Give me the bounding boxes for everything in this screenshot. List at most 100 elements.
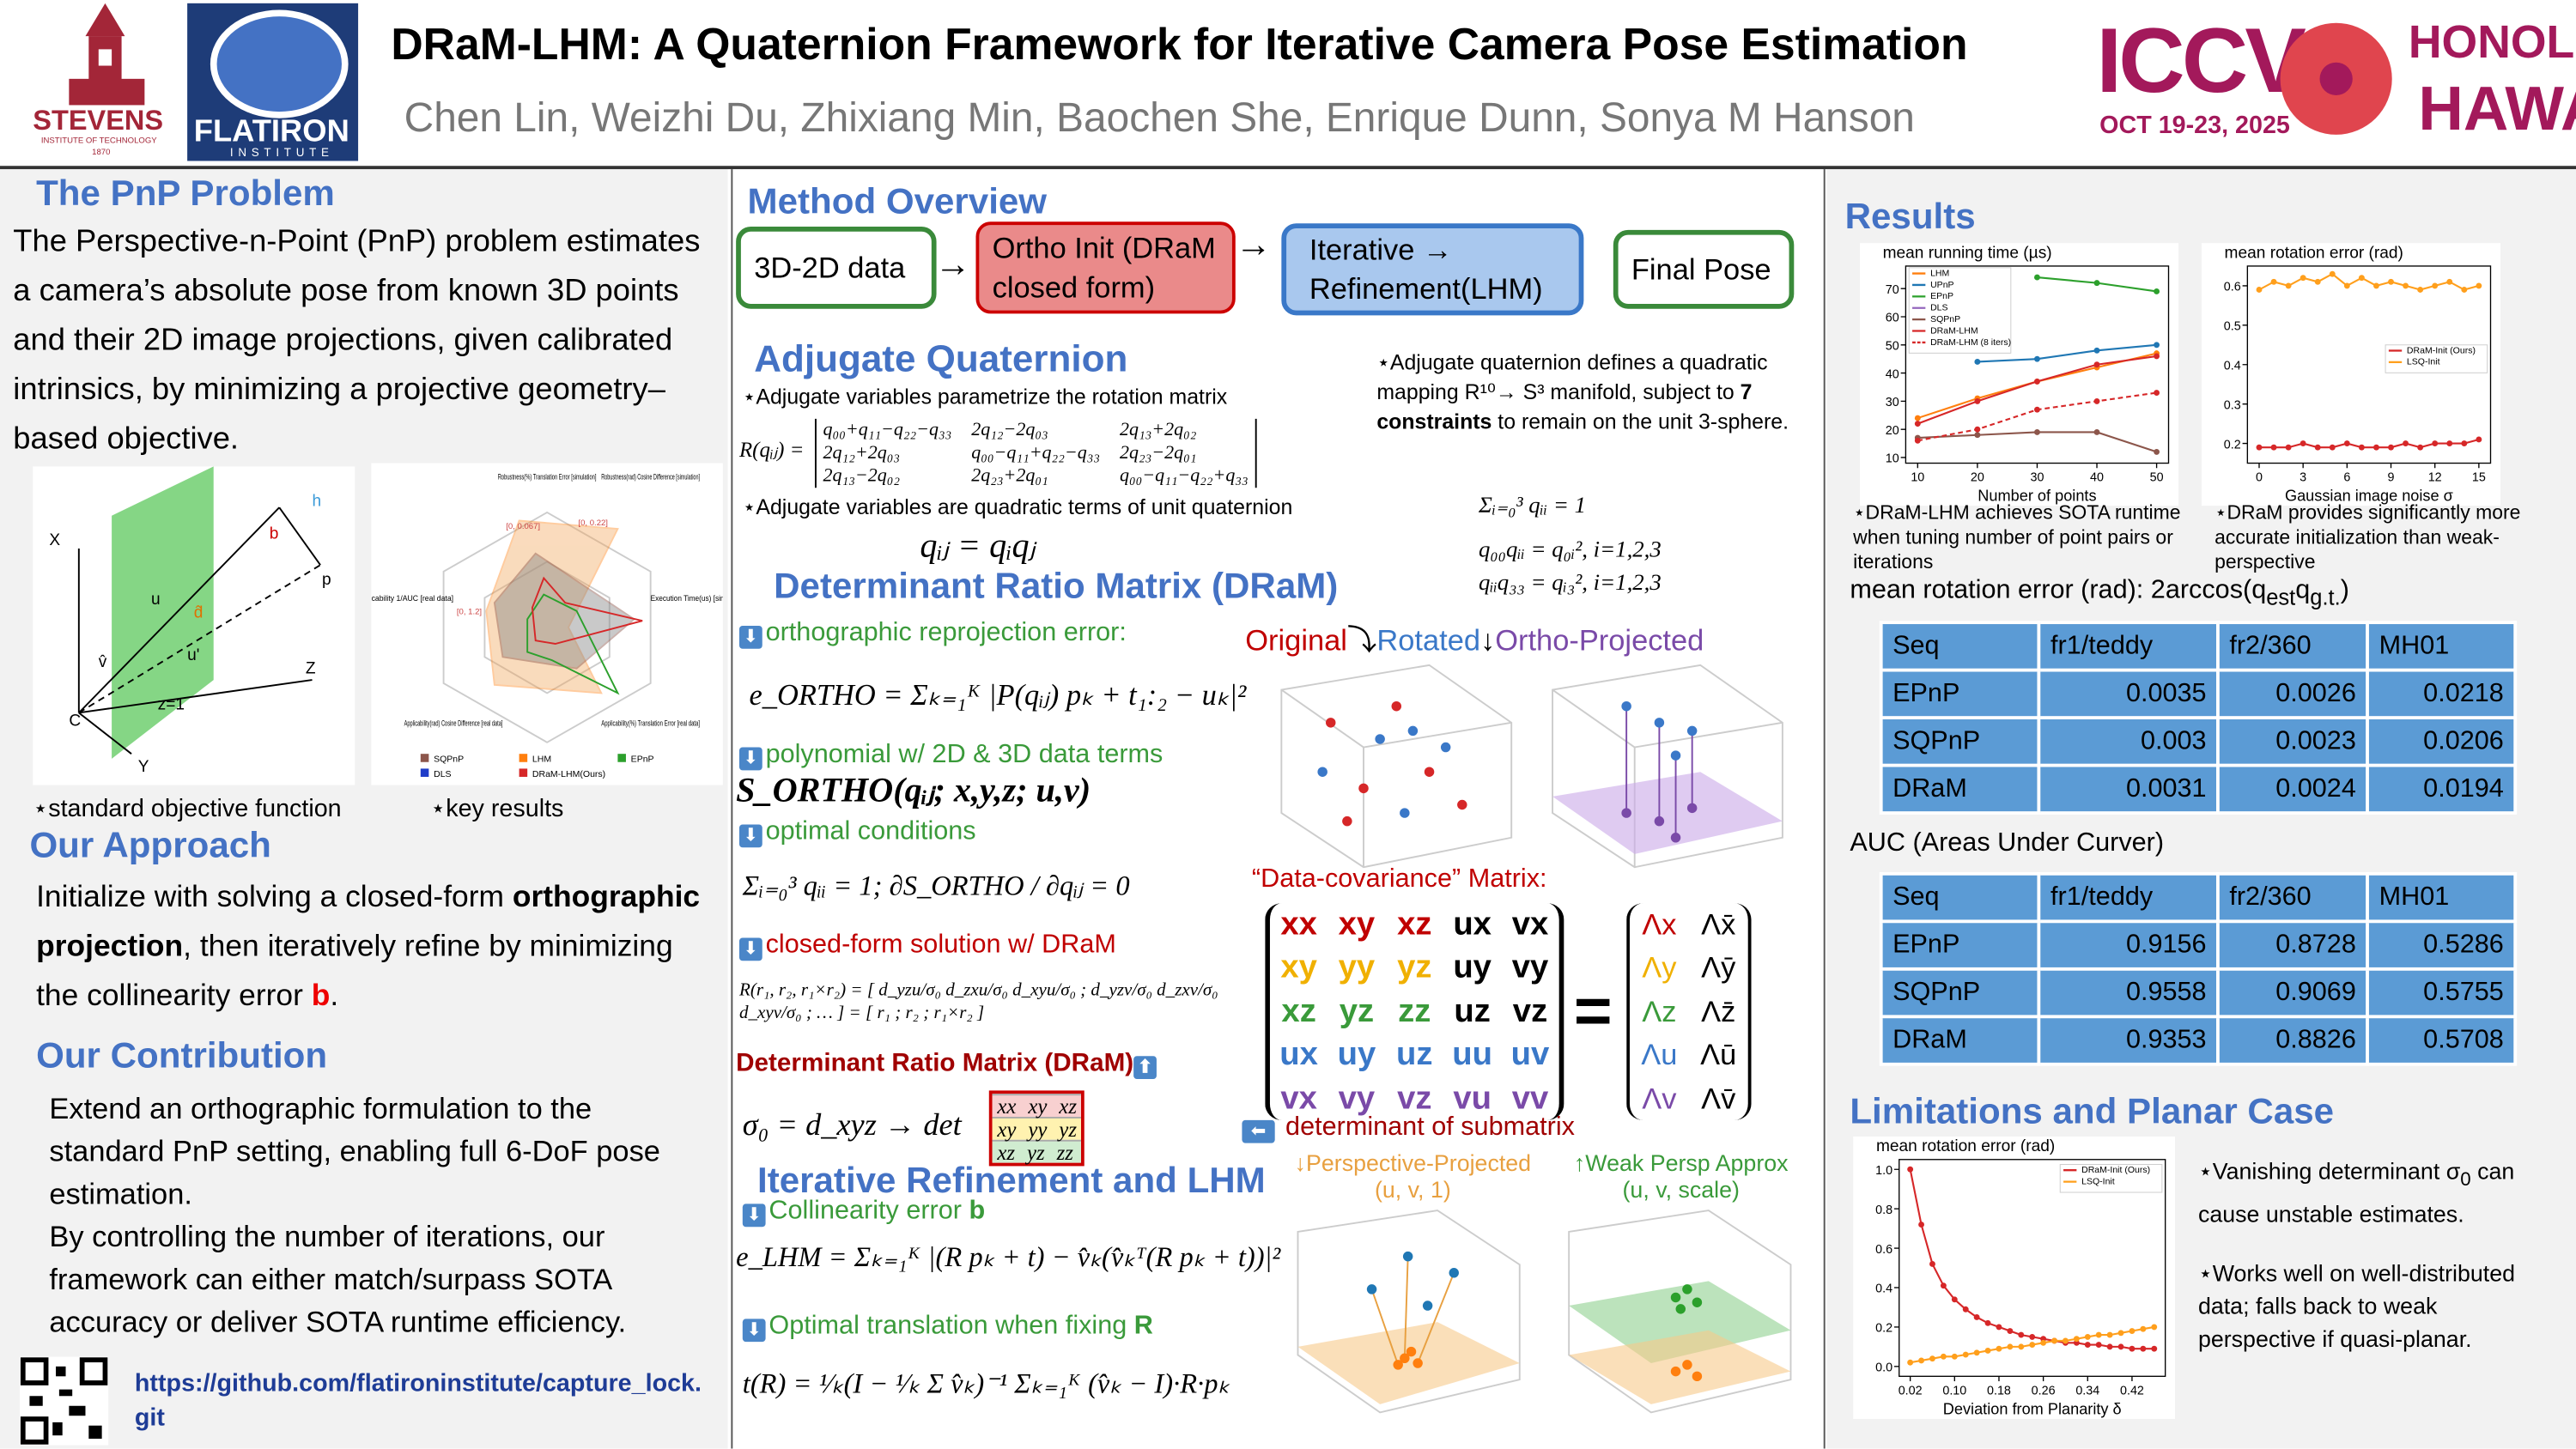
text: q <box>2295 576 2311 605</box>
text: Optimal translation when fixing <box>769 1312 1134 1341</box>
legend-label: DLS <box>1930 303 1947 313</box>
legend-swatch <box>420 754 429 762</box>
table-cell: SQPnP <box>1879 967 2041 1019</box>
text: Collinearity error <box>769 1197 969 1226</box>
caption: ⋆DRaM-LHM achieves SOTA runtime when tun… <box>1853 500 2181 573</box>
figure: Robustness(%) Translation Error [simulat… <box>355 463 749 785</box>
radar-range: [0, 1.2] <box>457 608 482 617</box>
flow-box: Final Pose <box>1613 229 1795 309</box>
point <box>2154 342 2160 349</box>
note: ⋆Adjugate quaternion defines a quadratic… <box>1376 349 1803 437</box>
diagram-label: u' <box>187 646 199 664</box>
matrix-entry: uy <box>1337 1036 1376 1073</box>
logo-text: STEVENS <box>33 105 164 136</box>
point <box>2117 1330 2124 1337</box>
logo-text: INSTITUTE OF TECHNOLOGY <box>40 136 157 147</box>
paragraph: The Perspective-n-Point (PnP) problem es… <box>13 225 701 457</box>
legend-label: DRaM-LHM(Ours) <box>532 769 605 779</box>
matrix-entry: ux <box>1279 1036 1318 1073</box>
chart: mean rotation error (rad) 0.2 0.3 0.4 0.5 0.6… <box>2201 243 2500 506</box>
table-row: DRaM 0.9353 0.8826 0.5708 <box>1879 1015 2518 1066</box>
matrix-entry: xy <box>997 1117 1017 1142</box>
matrix-entry: q₀₀−q₁₁+q₂₂−q₃₃ <box>971 443 1100 464</box>
equation: q₀₀qᵢᵢ = q₀ᵢ², i=1,2,3 <box>1478 538 1662 564</box>
paragraph: By controlling the number of iterations,… <box>49 1220 627 1339</box>
point <box>2084 1342 2091 1349</box>
point <box>1974 432 1981 439</box>
hibiscus <box>2280 22 2392 135</box>
point <box>2154 390 2160 396</box>
note: ⋆Adjugate variables are quadratic terms … <box>742 494 1293 519</box>
matrix-entry: yz <box>1026 1139 1045 1165</box>
header-rule <box>0 166 2576 170</box>
note: ⬅ determinant of submatrix <box>1242 1113 1575 1143</box>
metric: mean rotation error (rad): 2arccos(qestq… <box>1850 577 2349 610</box>
stevens-logo: STEVENS INSTITUTE OF TECHNOLOGY 1870 <box>33 0 180 164</box>
diagram-label: z=1 <box>158 696 185 714</box>
table-cell: 0.0035 <box>2037 668 2220 720</box>
repo-link[interactable]: https://github.com/flatironinstitute/cap… <box>134 1369 702 1433</box>
point <box>2093 347 2100 354</box>
legend-label: UPnP <box>1930 280 1953 290</box>
x-tick-label: 0.34 <box>2075 1384 2099 1397</box>
diagram-label: d̂ <box>194 603 204 621</box>
radar-range: [0, 0.22] <box>578 518 608 528</box>
text: orthographic reprojection error: <box>765 619 1127 647</box>
point <box>2029 1333 2036 1340</box>
caption: “Data-covariance” Matrix: <box>1251 865 1547 894</box>
point <box>2343 282 2350 289</box>
point <box>2093 280 2100 287</box>
point <box>2358 275 2365 282</box>
matrix-entry: vx <box>1280 1080 1317 1117</box>
table-row: EPnP 0.9156 0.8728 0.5286 <box>1879 919 2518 971</box>
y-tick-label: 20 <box>1886 424 1899 438</box>
table-cell: 0.0023 <box>2216 716 2370 767</box>
x-tick-label: 40 <box>2090 471 2104 485</box>
equation: S_ORTHO(qᵢⱼ; x,y,z; u,v) <box>736 770 1091 810</box>
x-tick-label: 50 <box>2150 471 2164 485</box>
matrix-entry: vy <box>1338 1080 1376 1117</box>
logo-text: HAWAII <box>2418 76 2576 145</box>
equation: e_ORTHO = Σₖ₌₁ᴷ |P(qᵢⱼ) pₖ + t₁:₂ − uₖ|² <box>749 678 1247 712</box>
text: , then iteratively refine by minimizing … <box>36 927 673 1012</box>
text: closed-form solution w/ DRaM <box>765 931 1116 960</box>
matrix-entry: Λu <box>1641 1038 1678 1071</box>
text: est <box>2266 585 2296 610</box>
point <box>2093 429 2100 435</box>
text: optimal conditions <box>765 817 976 846</box>
logo-circle <box>210 9 349 118</box>
point <box>1996 1345 2002 1352</box>
equals: = <box>1573 975 1613 1048</box>
step: Determinant Ratio Matrix (DRaM) ⬆ <box>736 1050 1160 1080</box>
point <box>2140 1345 2147 1352</box>
legend-label: DRaM-LHM <box>1930 325 1978 336</box>
point <box>1940 1353 1947 1360</box>
point <box>1996 1324 2002 1331</box>
table-cell: 0.5708 <box>2366 1015 2518 1066</box>
pnp-diagram: X Y Z Cu u' v̂ d̂ z=1 h b p <box>49 466 331 776</box>
equation: e_LHM = Σₖ₌₁ᴷ |(R pₖ + t) − v̂ₖ(v̂ₖᵀ(R p… <box>736 1241 1281 1273</box>
matrix-entry: Λv̄ <box>1701 1082 1736 1115</box>
chart: mean running time (µs) 10 20 30 40 50 60 70 10 20… <box>1859 243 2178 506</box>
point <box>2106 1331 2113 1338</box>
table-cell: 0.8826 <box>2216 1015 2370 1066</box>
matrix-entry: Λz <box>1642 995 1677 1028</box>
point <box>2007 1343 2014 1350</box>
text: Rotated <box>1376 624 1481 658</box>
y-tick-label: 40 <box>1886 367 1899 381</box>
point <box>2117 1343 2124 1350</box>
point <box>2270 444 2277 451</box>
point <box>1973 1313 1980 1320</box>
point <box>2461 287 2468 293</box>
series-line <box>1977 343 2157 363</box>
y-tick-label: 0.8 <box>1875 1203 1893 1217</box>
section-title: Determinant Ratio Matrix (DRaM) <box>774 565 1339 606</box>
matrix-entry: xy <box>1028 1094 1048 1119</box>
point <box>2417 287 2424 293</box>
matrix-entry: q₀₀−q₁₁−q₂₂+q₃₃ <box>1119 466 1249 487</box>
matrix-entry: uu <box>1452 1036 1493 1073</box>
point <box>2140 1325 2147 1332</box>
table-cell: 0.0194 <box>2366 763 2518 815</box>
